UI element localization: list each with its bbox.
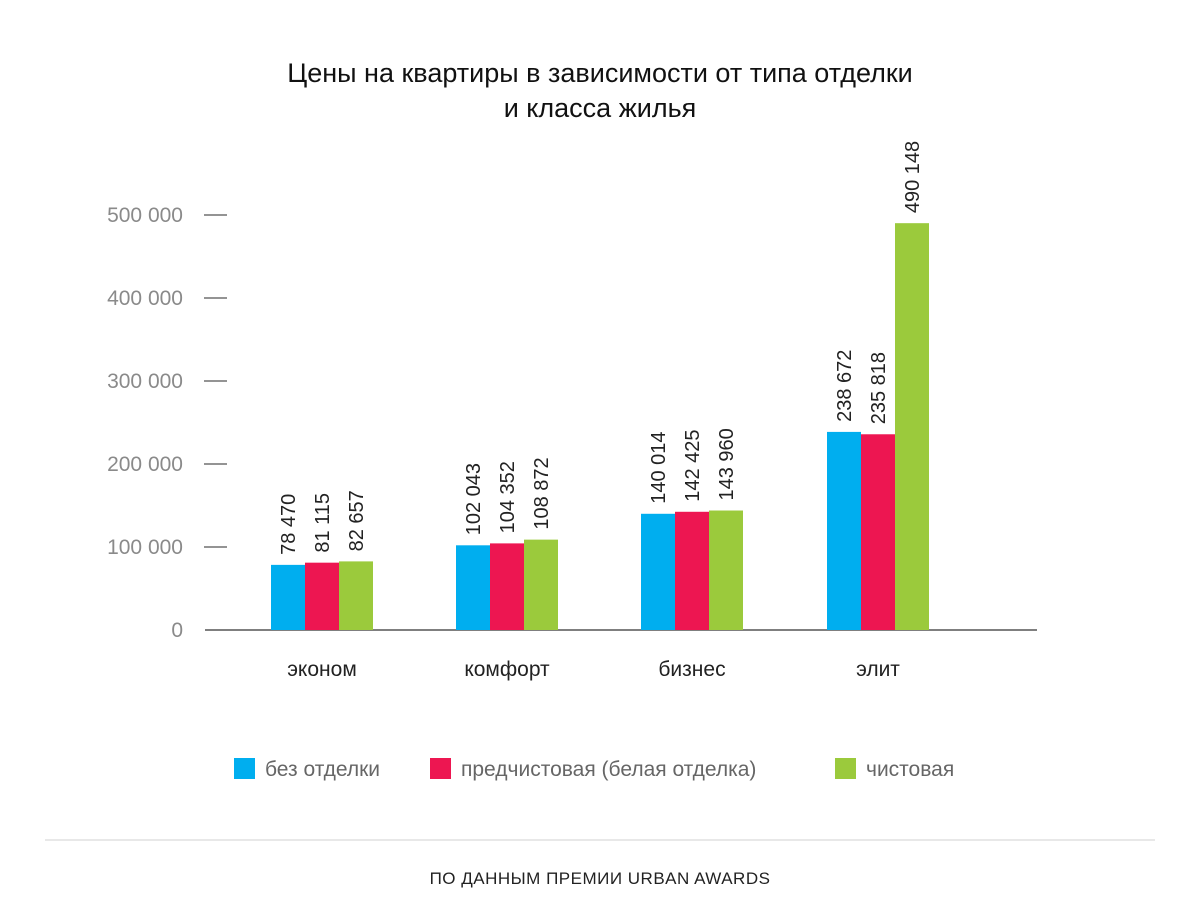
bar	[709, 510, 743, 630]
legend-label: предчистовая (белая отделка)	[461, 758, 756, 781]
legend-label: чистовая	[866, 758, 954, 781]
source-footer: ПО ДАННЫМ ПРЕМИИ URBAN AWARDS	[430, 869, 771, 888]
bar	[641, 513, 675, 630]
bar	[490, 543, 524, 630]
x-category-label: комфорт	[464, 658, 550, 681]
y-tick-label: 300 000	[107, 370, 183, 393]
bar-value-label: 78 470	[278, 494, 300, 555]
y-tick-label: 400 000	[107, 287, 183, 310]
bar-value-label: 108 872	[531, 457, 553, 529]
x-category-label: элит	[856, 658, 900, 681]
y-tick-label: 0	[171, 619, 183, 642]
bar	[675, 511, 709, 630]
bar	[339, 561, 373, 630]
bar	[524, 539, 558, 630]
bar-value-label: 104 352	[497, 461, 519, 533]
chart-title-line-2: и класса жилья	[504, 93, 697, 123]
bar-value-label: 102 043	[463, 463, 485, 535]
bar	[861, 434, 895, 630]
bar	[271, 564, 305, 630]
legend-swatch	[430, 758, 451, 779]
legend-swatch	[835, 758, 856, 779]
bar-value-label: 235 818	[868, 352, 890, 424]
bar-value-label: 81 115	[312, 493, 334, 553]
bar	[456, 545, 490, 630]
legend-label: без отделки	[265, 758, 380, 781]
y-tick-label: 200 000	[107, 453, 183, 476]
x-category-label: эконом	[287, 658, 357, 681]
bar-value-label: 140 014	[648, 431, 670, 503]
bar	[305, 562, 339, 630]
bar-value-label: 238 672	[834, 350, 856, 422]
y-tick-label: 500 000	[107, 204, 183, 227]
bar	[827, 431, 861, 630]
legend-swatch	[234, 758, 255, 779]
bar-value-label: 142 425	[682, 429, 704, 501]
bar-value-label: 82 657	[346, 490, 368, 551]
bar-value-label: 143 960	[716, 428, 738, 500]
y-tick-label: 100 000	[107, 536, 183, 559]
bar-value-label: 490 148	[902, 141, 924, 213]
bar	[895, 223, 929, 630]
chart-title-line-1: Цены на квартиры в зависимости от типа о…	[287, 58, 912, 88]
x-category-label: бизнес	[658, 658, 725, 681]
